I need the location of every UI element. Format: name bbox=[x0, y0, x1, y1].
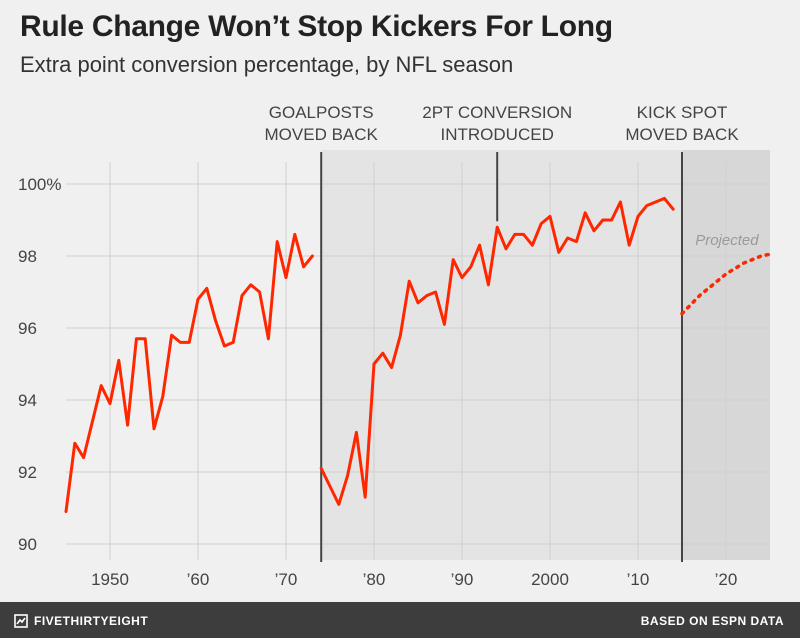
x-tick-label-1: ’60 bbox=[187, 570, 210, 589]
annotation-label-1-1: INTRODUCED bbox=[441, 125, 554, 144]
x-tick-label-5: 2000 bbox=[531, 570, 569, 589]
shaded-region-0 bbox=[321, 150, 682, 560]
x-tick-label-4: ’90 bbox=[451, 570, 474, 589]
series: Projected bbox=[64, 196, 772, 514]
y-tick-label-3: 96 bbox=[18, 319, 37, 338]
brand-name: FIVETHIRTYEIGHT bbox=[34, 614, 149, 628]
annotation-label-0-0: GOALPOSTS bbox=[269, 103, 374, 122]
annotations: GOALPOSTS MOVED BACK 2PT CONVERSION INTRODU… bbox=[265, 103, 739, 562]
y-tick-label-2: 94 bbox=[18, 391, 37, 410]
gridlines bbox=[66, 162, 770, 560]
x-tick-label-2: ’70 bbox=[275, 570, 298, 589]
x-tick-label-6: ’10 bbox=[627, 570, 650, 589]
x-axis-ticks: 1950 ’60 ’70 ’80 ’90 2000 ’10 ’20 bbox=[91, 570, 737, 589]
footer: FIVETHIRTYEIGHT BASED ON ESPN DATA bbox=[0, 602, 800, 638]
fivethirtyeight-logo-icon bbox=[14, 614, 28, 628]
series-line-1 bbox=[319, 196, 675, 506]
x-tick-label-3: ’80 bbox=[363, 570, 386, 589]
source-note: BASED ON ESPN DATA bbox=[640, 614, 784, 628]
annotation-label-1-0: 2PT CONVERSION bbox=[422, 103, 572, 122]
page-subtitle: Extra point conversion percentage, by NF… bbox=[20, 52, 514, 77]
annotation-label-2-1: MOVED BACK bbox=[625, 125, 739, 144]
shaded-regions bbox=[321, 150, 770, 560]
y-tick-label-1: 92 bbox=[18, 463, 37, 482]
annotation-label-0-1: MOVED BACK bbox=[265, 125, 379, 144]
x-tick-label-0: 1950 bbox=[91, 570, 129, 589]
series-line-2 bbox=[680, 252, 772, 316]
y-tick-label-0: 90 bbox=[18, 535, 37, 554]
y-tick-label-5: 100% bbox=[18, 175, 61, 194]
projected-label: Projected bbox=[695, 232, 759, 249]
chart: 90 92 94 96 98 100% 1950 ’60 ’70 ’80 ’90 2000 ’10 ’2… bbox=[18, 103, 772, 589]
series-line-0 bbox=[64, 232, 314, 514]
y-tick-label-4: 98 bbox=[18, 247, 37, 266]
annotation-label-2-0: KICK SPOT bbox=[637, 103, 728, 122]
page-title: Rule Change Won’t Stop Kickers For Long bbox=[20, 10, 613, 43]
y-axis-ticks: 90 92 94 96 98 100% bbox=[18, 175, 61, 554]
x-tick-label-7: ’20 bbox=[715, 570, 738, 589]
brand: FIVETHIRTYEIGHT bbox=[14, 614, 148, 628]
